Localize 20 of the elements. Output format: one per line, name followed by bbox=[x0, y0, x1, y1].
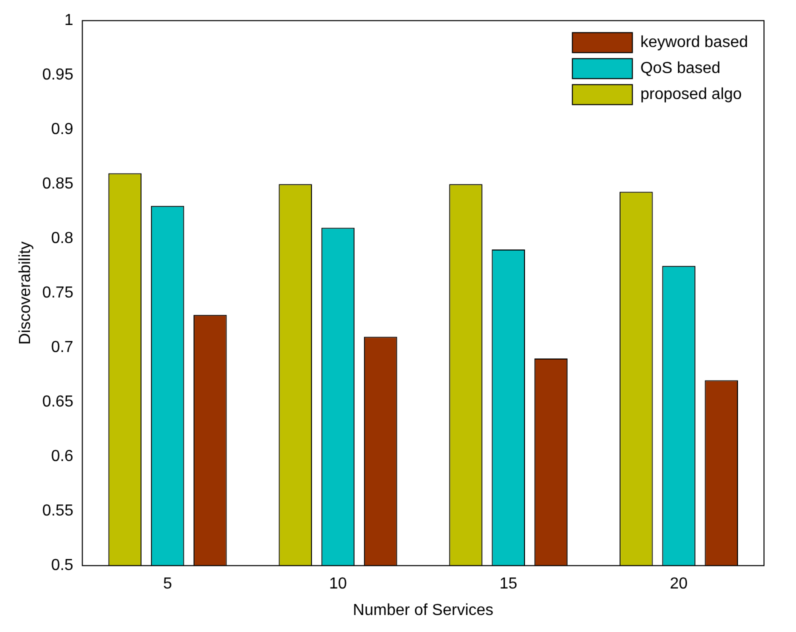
legend-label: keyword based bbox=[640, 34, 748, 52]
x-tick-label: 20 bbox=[670, 576, 688, 593]
x-tick-label: 5 bbox=[163, 576, 172, 593]
y-tick-label: 0.85 bbox=[42, 176, 74, 193]
y-tick-label: 0.95 bbox=[42, 66, 74, 84]
y-tick-label: 0.6 bbox=[51, 448, 74, 466]
x-tick-label: 10 bbox=[329, 576, 347, 593]
y-tick-label: 0.9 bbox=[51, 121, 74, 138]
x-tick-label: 15 bbox=[499, 576, 518, 593]
x-axis-title: Number of Services bbox=[352, 602, 494, 619]
y-tick-label: 0.8 bbox=[51, 230, 74, 248]
y-tick-label: 0.75 bbox=[42, 284, 74, 302]
y-axis-title: Discoverability bbox=[17, 242, 34, 345]
y-tick-label: 0.7 bbox=[51, 339, 74, 356]
legend-label: QoS based bbox=[640, 60, 720, 78]
y-tick-label: 0.55 bbox=[42, 502, 74, 520]
y-tick-label: 0.5 bbox=[51, 557, 74, 574]
y-tick-label: 0.65 bbox=[42, 394, 74, 411]
y-tick-label: 1 bbox=[64, 12, 74, 30]
legend-label: proposed algo bbox=[640, 86, 742, 104]
